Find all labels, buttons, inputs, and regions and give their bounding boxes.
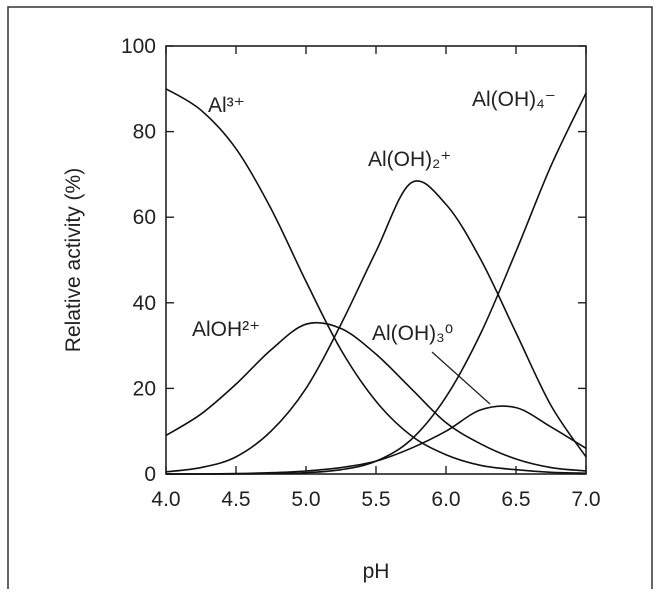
species-curve <box>165 405 587 475</box>
species-curve <box>165 321 587 472</box>
y-tick-label: 0 <box>144 463 156 486</box>
y-tick-label: 60 <box>133 206 156 229</box>
y-tick-label: 40 <box>133 292 156 315</box>
curve-label: Al(OH)₂⁺ <box>368 148 451 171</box>
x-tick-label: 6.0 <box>431 488 460 511</box>
x-tick-label: 4.0 <box>151 488 180 511</box>
y-tick-label: 100 <box>121 35 156 58</box>
annotation-pointer <box>431 351 491 405</box>
y-tick-label: 20 <box>133 377 156 400</box>
page-border <box>7 6 653 589</box>
curve-label: Al(OH)₃⁰ <box>372 322 453 345</box>
x-tick-label: 7.0 <box>571 488 600 511</box>
x-tick-label: 5.5 <box>361 488 390 511</box>
x-tick-label: 6.5 <box>501 488 530 511</box>
species-curve <box>166 92 587 475</box>
species-curve <box>165 88 587 474</box>
y-axis-title: Relative activity (%) <box>62 168 85 352</box>
x-tick-label: 4.5 <box>221 488 250 511</box>
y-tick-label: 80 <box>133 121 156 144</box>
curve-label: Al(OH)₄⁻ <box>472 88 556 111</box>
curve-label: AlOH²⁺ <box>192 318 260 341</box>
x-tick-label: 5.0 <box>291 488 320 511</box>
species-curve <box>165 180 587 473</box>
curve-label: Al³⁺ <box>208 94 245 117</box>
x-axis-title: pH <box>363 560 390 583</box>
